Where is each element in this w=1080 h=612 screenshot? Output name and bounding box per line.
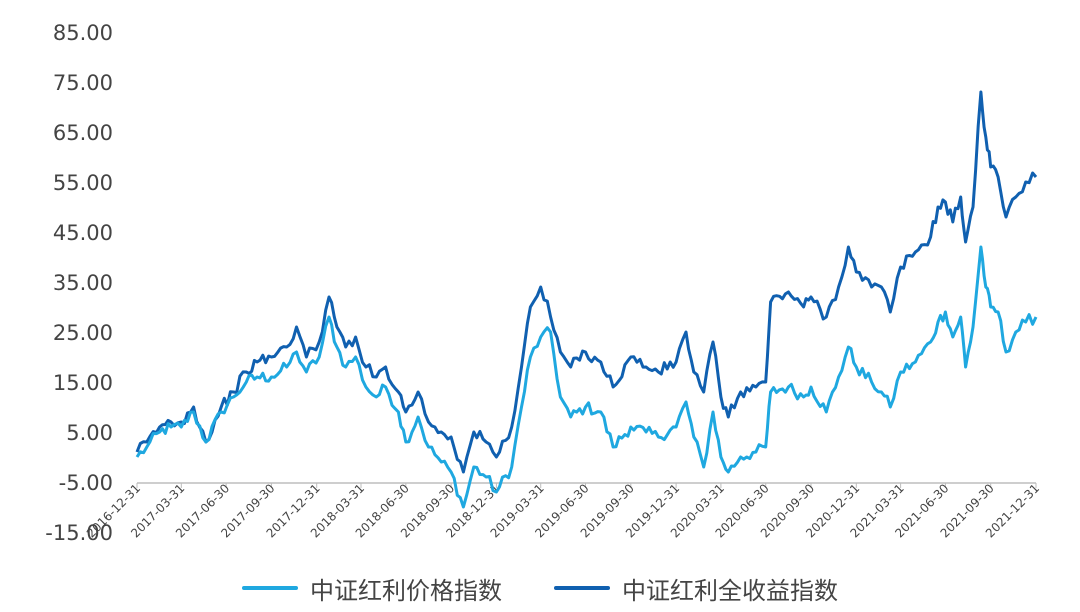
legend-swatch-total <box>554 586 610 590</box>
y-tick-label: 45.00 <box>53 221 113 245</box>
y-tick-label: 15.00 <box>53 371 113 395</box>
line-chart: 85.00 75.00 65.00 55.00 45.00 35.00 25.00 15.00… <box>45 21 1042 545</box>
series-line-total <box>135 90 1038 474</box>
series-line-price <box>135 245 1038 509</box>
y-tick-label: 75.00 <box>53 71 113 95</box>
y-tick-label: 85.00 <box>53 21 113 45</box>
y-tick-label: -15.00 <box>45 521 113 545</box>
legend-swatch-price <box>242 586 298 590</box>
legend-label-total: 中证红利全收益指数 <box>622 576 838 605</box>
series-layer <box>135 90 1038 509</box>
y-tick-label: 35.00 <box>53 271 113 295</box>
legend-item-price: 中证红利价格指数 <box>242 571 502 606</box>
y-tick-label: -5.00 <box>59 471 113 495</box>
x-axis: 2016-12-312017-03-312017-06-302017-09-30… <box>84 481 1042 540</box>
y-tick-label: 65.00 <box>53 121 113 145</box>
y-tick-label: 25.00 <box>53 321 113 345</box>
legend: 中证红利价格指数 中证红利全收益指数 <box>0 568 1080 608</box>
y-tick-label: 55.00 <box>53 171 113 195</box>
legend-label-price: 中证红利价格指数 <box>310 576 502 605</box>
y-axis: 85.00 75.00 65.00 55.00 45.00 35.00 25.00 15.00… <box>45 21 113 545</box>
y-tick-label: 5.00 <box>66 421 113 445</box>
legend-item-total: 中证红利全收益指数 <box>554 571 838 606</box>
